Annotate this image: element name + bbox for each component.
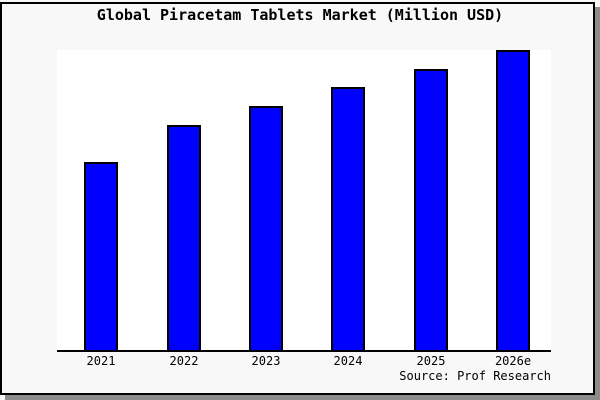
bar-2025 (414, 69, 448, 350)
bar-2022 (167, 125, 201, 350)
x-axis-label-2025: 2025 (416, 354, 446, 368)
x-axis-label-2022: 2022 (169, 354, 199, 368)
bar-2023 (249, 106, 283, 350)
x-axis-label-2023: 2023 (251, 354, 281, 368)
source-credit: Source: Prof Research (399, 369, 551, 383)
plot-area (57, 50, 551, 352)
bar-2021 (84, 162, 118, 350)
x-axis-label-2026e: 2026e (494, 354, 532, 368)
chart-title: Global Piracetam Tablets Market (Million… (96, 6, 504, 24)
bar-2024 (331, 87, 365, 350)
x-axis-label-2021: 2021 (86, 354, 116, 368)
x-axis-label-2024: 2024 (333, 354, 363, 368)
bar-2026e (496, 50, 530, 350)
